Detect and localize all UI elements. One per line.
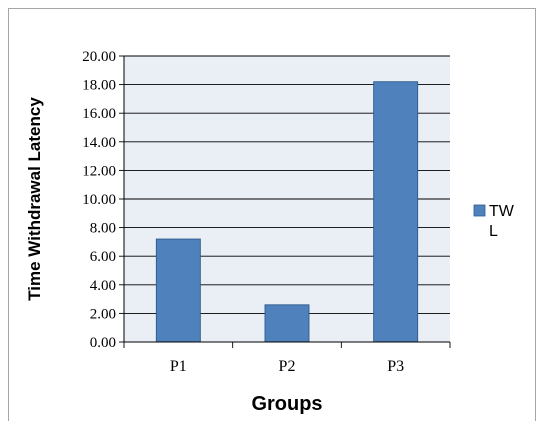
y-axis-title: Time Withdrawal Latency [25, 97, 44, 301]
x-axis-title: Groups [251, 393, 322, 415]
y-tick-label: 8.00 [90, 221, 116, 237]
legend: TW L [473, 203, 515, 240]
x-tick-label: P3 [387, 358, 404, 375]
legend-label-line-1: TW [489, 203, 515, 220]
y-tick-label: 14.00 [82, 135, 116, 151]
y-tick-label: 6.00 [90, 249, 116, 265]
bar-p3 [373, 81, 419, 343]
x-tick-labels: P1 P2 P3 [170, 358, 404, 375]
bar-p2 [264, 304, 310, 343]
x-tick-label: P2 [279, 358, 296, 375]
y-tick-labels: 0.00 2.00 4.00 6.00 8.00 10.00 12.00 14.00 16.00… [82, 49, 116, 351]
y-tick-label: 12.00 [82, 163, 116, 179]
y-tick-label: 20.00 [82, 49, 116, 65]
y-tick-label: 16.00 [82, 106, 116, 122]
y-tick-label: 0.00 [90, 335, 116, 351]
y-tick-label: 10.00 [82, 192, 116, 208]
y-tick-label: 4.00 [90, 278, 116, 294]
y-tick-label: 18.00 [82, 78, 116, 94]
axes [119, 55, 451, 348]
bar-p1 [155, 238, 201, 343]
bars [155, 81, 419, 343]
chart-border [8, 8, 536, 421]
x-tick-label: P1 [170, 358, 187, 375]
y-tick-label: 2.00 [90, 306, 116, 322]
legend-swatch [473, 204, 486, 217]
legend-label-line-2: L [489, 223, 498, 240]
